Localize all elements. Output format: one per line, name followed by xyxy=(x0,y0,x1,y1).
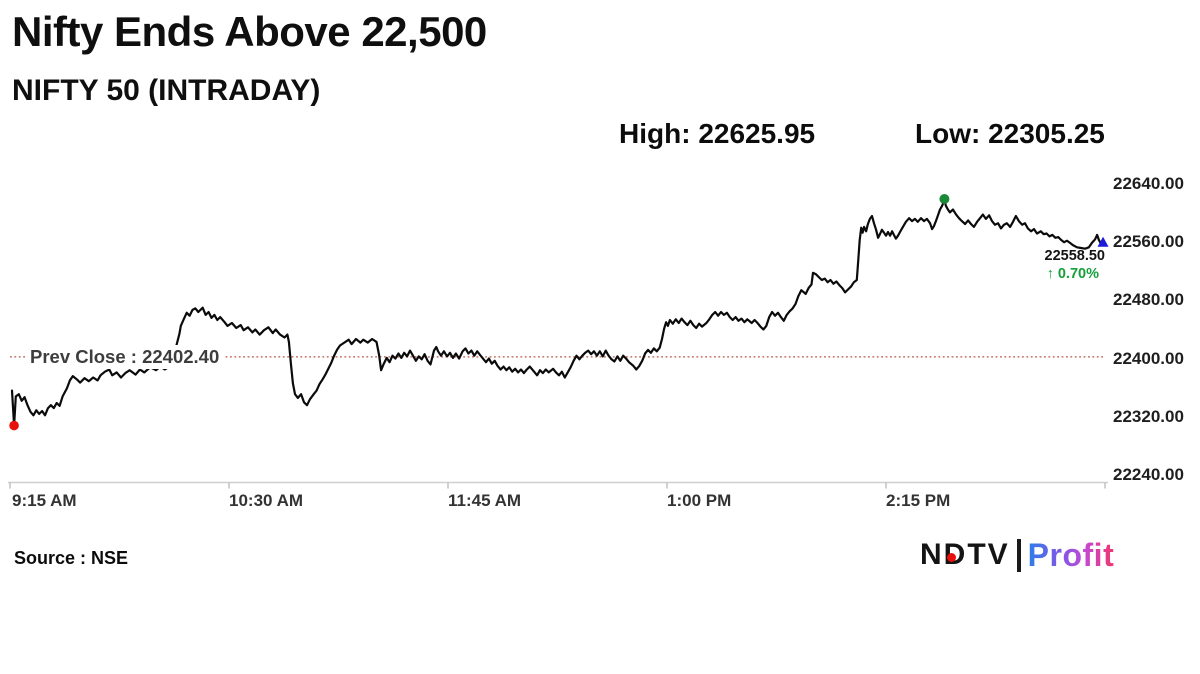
y-axis-label: 22560.00 xyxy=(1113,232,1184,251)
profit-wordmark: Profit xyxy=(1027,537,1115,573)
logo-separator xyxy=(1016,538,1021,572)
y-axis-label: 22400.00 xyxy=(1113,349,1184,368)
high-marker-dot xyxy=(939,194,950,205)
ndtv-red-dot-icon xyxy=(947,553,956,562)
high-stat: High: 22625.95 xyxy=(619,118,815,150)
change-label: ↑ 0.70% xyxy=(1046,266,1099,282)
source-label: Source : NSE xyxy=(14,548,129,568)
page-title: Nifty Ends Above 22,500 xyxy=(12,8,487,55)
x-axis-label: 9:15 AM xyxy=(12,491,77,510)
x-axis-label: 2:15 PM xyxy=(886,491,951,510)
x-axis-label: 11:45 AM xyxy=(448,491,522,510)
x-axis-ticks xyxy=(9,482,1106,489)
high-label: High: xyxy=(619,118,691,149)
y-axis-label: 22480.00 xyxy=(1113,290,1184,309)
prev-close-label: Prev Close : 22402.40 xyxy=(26,345,226,369)
chart-title: NIFTY 50 (INTRADAY) xyxy=(12,74,321,107)
y-axis-label: 22320.00 xyxy=(1113,407,1184,426)
last-price-label: 22558.50 xyxy=(1044,248,1105,264)
y-axis-label: 22240.00 xyxy=(1113,465,1184,484)
y-axis-label: 22640.00 xyxy=(1113,174,1184,193)
end-marker xyxy=(1097,236,1109,247)
low-value: 22305.25 xyxy=(988,118,1105,149)
low-marker-dot xyxy=(9,420,19,431)
x-axis-label: 10:30 AM xyxy=(229,491,304,510)
ndtv-wordmark: NDTV xyxy=(920,538,1010,571)
low-label: Low: xyxy=(915,118,981,149)
low-stat: Low: 22305.25 xyxy=(915,118,1105,150)
price-line xyxy=(10,198,1105,427)
high-value: 22625.95 xyxy=(698,118,816,149)
x-axis-label: 1:00 PM xyxy=(667,491,732,510)
ndtv-profit-logo: NDTV Profit xyxy=(920,536,1114,574)
